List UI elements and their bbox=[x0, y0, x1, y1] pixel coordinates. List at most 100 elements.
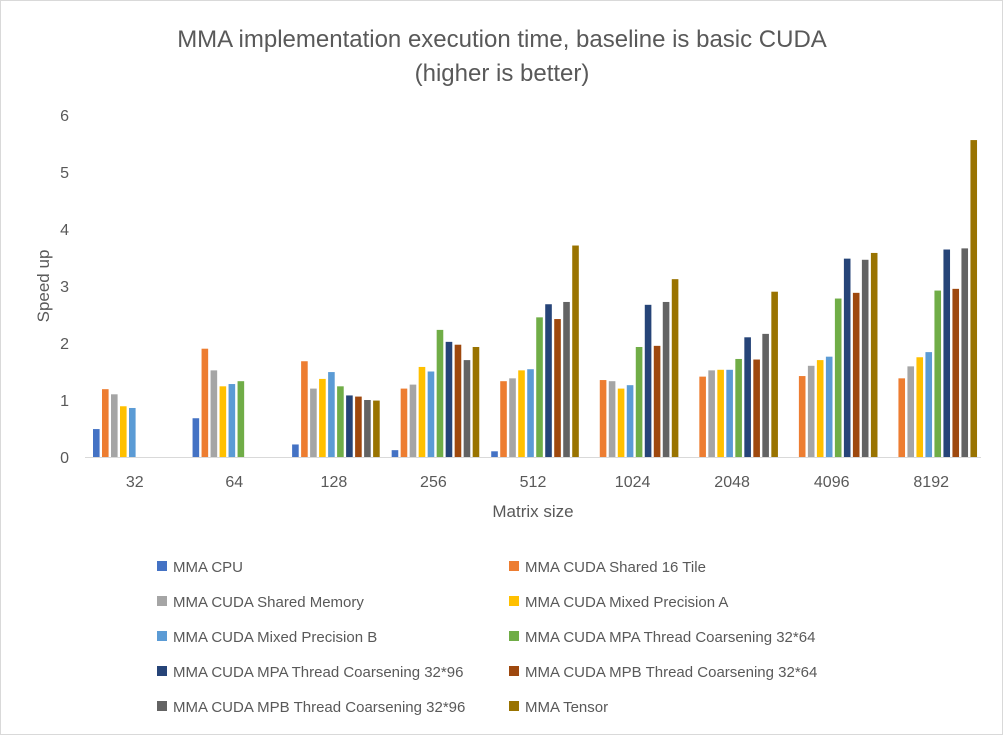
bar-1024-series-5 bbox=[626, 385, 634, 457]
chart-title-line-2: (higher is better) bbox=[415, 60, 590, 87]
bar-128-series-5 bbox=[328, 372, 335, 457]
bar-128-series-3 bbox=[310, 388, 317, 457]
bar-1024-series-3 bbox=[608, 381, 616, 457]
bar-32-series-1 bbox=[93, 429, 100, 457]
bar-512-series-5 bbox=[527, 369, 534, 457]
bar-32-series-2 bbox=[102, 389, 109, 457]
y-tick-label: 2 bbox=[60, 336, 69, 353]
bar-1024-series-8 bbox=[653, 345, 661, 457]
bar-2048-series-2 bbox=[699, 376, 706, 457]
x-tick-label: 4096 bbox=[814, 474, 850, 491]
bar-256-series-7 bbox=[445, 341, 453, 457]
bar-256-series-3 bbox=[409, 384, 417, 457]
legend-swatch bbox=[509, 701, 519, 711]
legend-swatch bbox=[157, 561, 167, 571]
bar-2048-series-6 bbox=[735, 358, 742, 457]
legend-swatch bbox=[157, 701, 167, 711]
x-tick-label: 512 bbox=[520, 474, 547, 491]
legend-swatch bbox=[157, 596, 167, 606]
y-tick-label: 5 bbox=[60, 165, 69, 182]
bar-256-series-4 bbox=[418, 366, 426, 457]
bar-2048-series-4 bbox=[717, 369, 724, 457]
legend-label: MMA CUDA MPB Thread Coarsening 32*64 bbox=[525, 664, 817, 681]
bar-8192-series-9 bbox=[961, 248, 969, 457]
legend-swatch bbox=[509, 561, 519, 571]
legend-swatch bbox=[509, 631, 519, 641]
legend-swatch bbox=[509, 666, 519, 676]
x-axis-title: Matrix size bbox=[492, 502, 573, 521]
bar-64-series-4 bbox=[219, 386, 227, 457]
legend-label: MMA CUDA MPA Thread Coarsening 32*96 bbox=[173, 664, 463, 681]
x-tick-label: 2048 bbox=[714, 474, 750, 491]
bar-256-series-10 bbox=[472, 346, 480, 457]
x-axis-ticks: 32 64 128 256 512 1024 2048 4096 8192 bbox=[126, 474, 949, 491]
legend-label: MMA CUDA Shared 16 Tile bbox=[525, 559, 706, 576]
bar-512-series-4 bbox=[518, 370, 525, 457]
bar-1024-series-4 bbox=[617, 388, 625, 457]
bar-64-series-6 bbox=[237, 381, 245, 457]
bar-4096-series-7 bbox=[843, 258, 851, 457]
bar-8192-series-8 bbox=[952, 288, 960, 457]
y-tick-label: 4 bbox=[60, 222, 69, 239]
bar-2048-series-5 bbox=[726, 369, 733, 457]
bar-4096-series-10 bbox=[870, 252, 878, 457]
legend-label: MMA CPU bbox=[173, 559, 243, 576]
bar-128-series-6 bbox=[337, 386, 344, 457]
legend-label: MMA CUDA Mixed Precision B bbox=[173, 629, 377, 646]
legend-swatch bbox=[157, 631, 167, 641]
y-tick-label: 6 bbox=[60, 108, 69, 125]
bar-8192-series-6 bbox=[934, 290, 942, 457]
bar-512-series-9 bbox=[563, 301, 570, 457]
bar-1024-series-7 bbox=[644, 304, 652, 457]
y-tick-label: 1 bbox=[60, 393, 69, 410]
bar-128-series-2 bbox=[301, 361, 308, 457]
bar-512-series-10 bbox=[572, 245, 579, 457]
bar-8192-series-4 bbox=[916, 357, 924, 457]
bar-4096-series-6 bbox=[834, 298, 842, 457]
bar-1024-series-9 bbox=[662, 301, 670, 457]
x-tick-label: 32 bbox=[126, 474, 144, 491]
y-tick-label: 0 bbox=[60, 450, 69, 467]
bar-8192-series-10 bbox=[970, 140, 978, 457]
legend-swatch bbox=[509, 596, 519, 606]
bar-4096-series-3 bbox=[807, 365, 815, 457]
bar-32-series-4 bbox=[120, 406, 127, 457]
y-axis-title: Speed up bbox=[34, 250, 53, 323]
bar-8192-series-7 bbox=[943, 249, 951, 457]
bar-512-series-1 bbox=[491, 451, 498, 457]
bar-256-series-9 bbox=[463, 360, 471, 457]
bar-4096-series-9 bbox=[861, 259, 869, 457]
bar-1024-series-2 bbox=[599, 380, 607, 457]
bar-2048-series-8 bbox=[753, 359, 760, 457]
bar-4096-series-5 bbox=[825, 356, 833, 457]
bar-32-series-5 bbox=[129, 407, 136, 457]
bar-512-series-2 bbox=[500, 381, 507, 457]
bar-marks bbox=[93, 140, 978, 457]
bar-32-series-3 bbox=[111, 394, 118, 457]
bar-256-series-6 bbox=[436, 329, 444, 457]
legend-label: MMA Tensor bbox=[525, 699, 608, 716]
legend-swatch bbox=[157, 666, 167, 676]
bar-4096-series-8 bbox=[852, 292, 860, 457]
x-tick-label: 256 bbox=[420, 474, 447, 491]
bar-1024-series-10 bbox=[671, 279, 679, 457]
bar-128-series-1 bbox=[292, 444, 299, 457]
y-axis-ticks: 0 1 2 3 4 5 6 bbox=[60, 108, 69, 467]
x-tick-label: 1024 bbox=[615, 474, 651, 491]
chart-title-line-1: MMA implementation execution time, basel… bbox=[177, 26, 827, 53]
bar-512-series-8 bbox=[554, 319, 561, 457]
y-tick-label: 3 bbox=[60, 279, 69, 296]
bar-512-series-7 bbox=[545, 304, 552, 457]
bar-128-series-9 bbox=[364, 400, 371, 457]
bar-8192-series-3 bbox=[907, 366, 915, 457]
bar-128-series-8 bbox=[355, 396, 362, 457]
x-tick-label: 64 bbox=[225, 474, 243, 491]
bar-256-series-1 bbox=[391, 450, 399, 457]
bar-8192-series-5 bbox=[925, 352, 933, 457]
bar-2048-series-10 bbox=[771, 291, 778, 457]
legend-label: MMA CUDA MPB Thread Coarsening 32*96 bbox=[173, 699, 465, 716]
bar-64-series-1 bbox=[192, 418, 200, 457]
bar-128-series-4 bbox=[319, 378, 326, 457]
